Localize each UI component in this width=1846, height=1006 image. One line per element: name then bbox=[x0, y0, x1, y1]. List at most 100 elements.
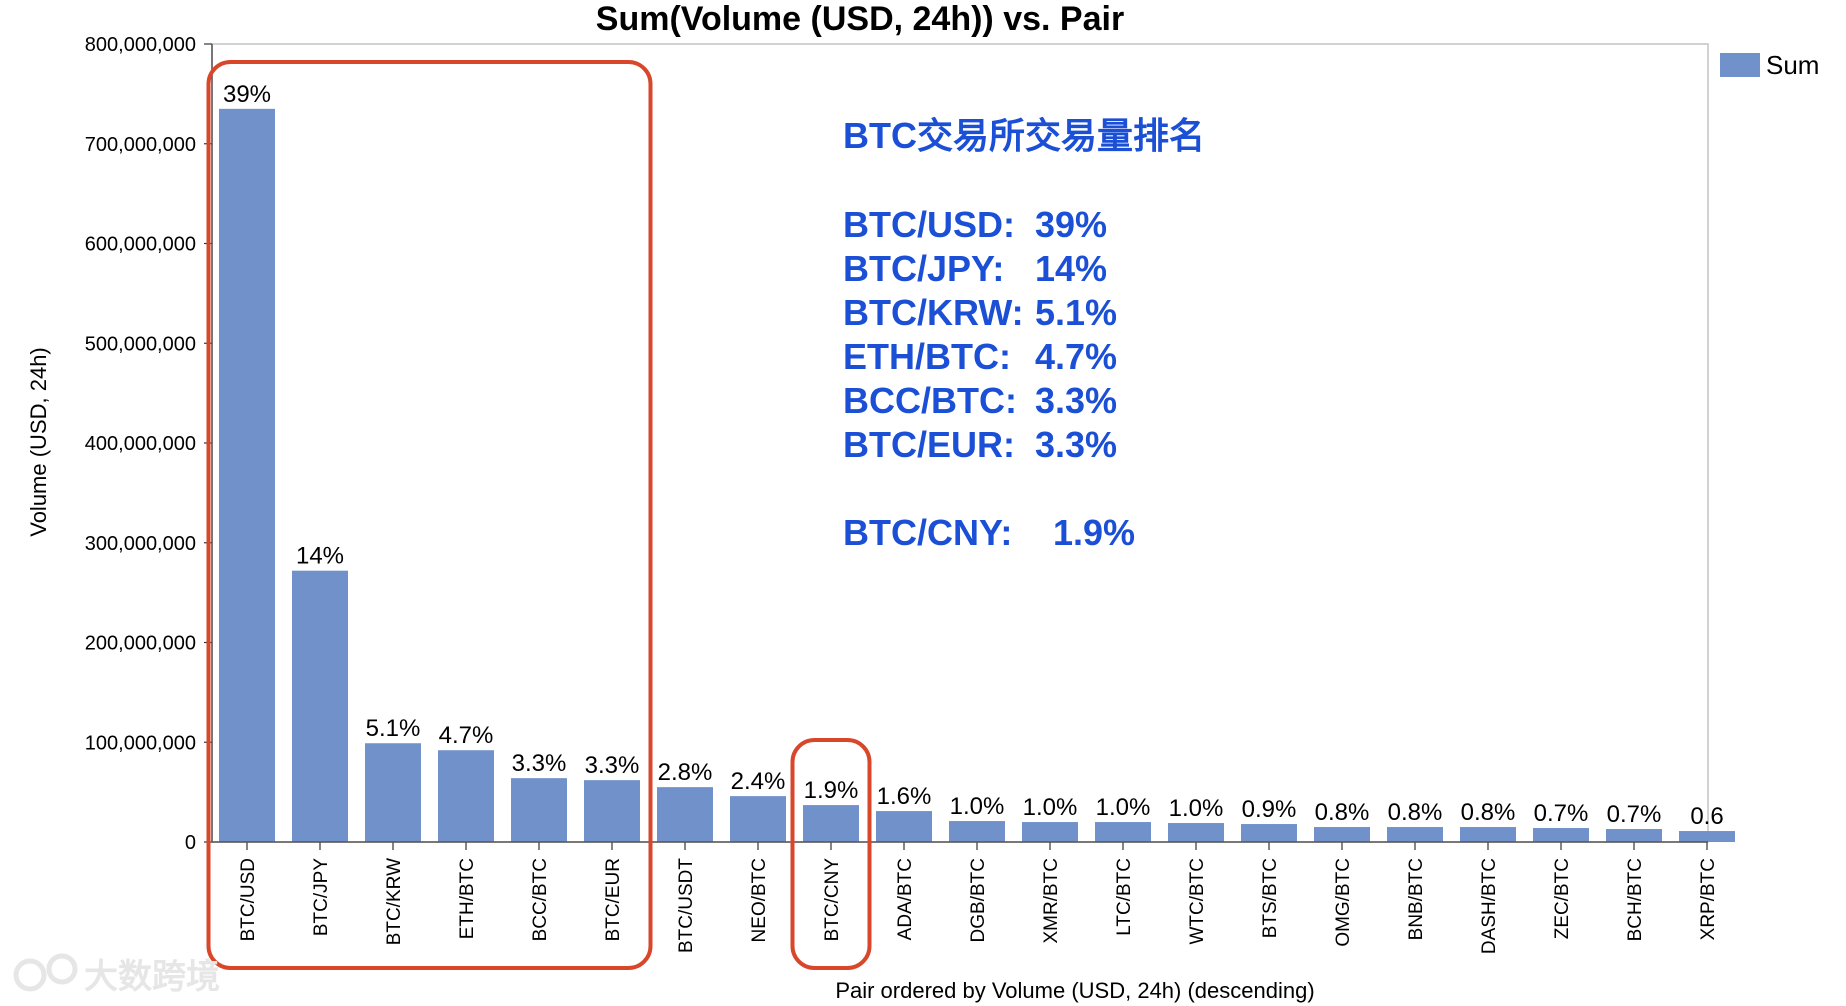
bar-data-label: 0.7% bbox=[1534, 800, 1589, 827]
bar-data-label: 1.0% bbox=[1169, 795, 1224, 822]
bar bbox=[1095, 822, 1151, 842]
bar-data-label: 0.9% bbox=[1242, 796, 1297, 823]
bar bbox=[949, 821, 1005, 842]
annotation-share: 14% bbox=[1035, 248, 1107, 289]
bar-data-label: 1.0% bbox=[1023, 794, 1078, 821]
x-tick-label: BTC/CNY bbox=[822, 858, 843, 942]
x-tick-label: BCC/BTC bbox=[530, 858, 551, 941]
legend-label: Sum bbox=[1766, 50, 1819, 80]
y-axis-label: Volume (USD, 24h) bbox=[26, 347, 51, 537]
x-tick-label: XMR/BTC bbox=[1041, 858, 1062, 944]
x-tick-label: LTC/BTC bbox=[1114, 858, 1135, 936]
x-tick-label: DASH/BTC bbox=[1479, 858, 1500, 954]
x-tick-label: ZEC/BTC bbox=[1552, 858, 1573, 939]
x-tick-label: BTS/BTC bbox=[1260, 858, 1281, 938]
x-tick-label: BNB/BTC bbox=[1406, 858, 1427, 940]
bar-data-label: 2.4% bbox=[731, 768, 786, 795]
x-tick-label: BTC/USDT bbox=[676, 858, 697, 953]
x-tick-label: OMG/BTC bbox=[1333, 858, 1354, 947]
annotation-pair: BTC/CNY: bbox=[843, 512, 1012, 553]
x-tick-label: DGB/BTC bbox=[968, 858, 989, 942]
bar-data-label: 0.6 bbox=[1690, 803, 1723, 830]
bar bbox=[657, 787, 713, 842]
bar bbox=[1168, 823, 1224, 842]
bar bbox=[365, 743, 421, 842]
annotation-pair: BCC/BTC: bbox=[843, 380, 1017, 421]
y-tick-label: 500,000,000 bbox=[85, 333, 196, 355]
annotation-share: 39% bbox=[1035, 204, 1107, 245]
bar-data-label: 3.3% bbox=[512, 750, 567, 777]
bar-data-label: 0.8% bbox=[1388, 799, 1443, 826]
y-tick-label: 100,000,000 bbox=[85, 732, 196, 754]
bar-data-label: 1.0% bbox=[950, 793, 1005, 820]
annotation-share: 3.3% bbox=[1035, 424, 1117, 465]
bar bbox=[1460, 827, 1516, 842]
x-tick-label: WTC/BTC bbox=[1187, 858, 1208, 945]
bar-data-label: 0.7% bbox=[1607, 801, 1662, 828]
bar-data-label: 0.8% bbox=[1315, 799, 1370, 826]
bar bbox=[1533, 828, 1589, 842]
bar bbox=[438, 750, 494, 842]
annotation-pair: BTC/EUR: bbox=[843, 424, 1015, 465]
watermark-text: 大数跨境 bbox=[84, 957, 220, 997]
y-tick-label: 0 bbox=[185, 832, 196, 854]
bar-data-label: 3.3% bbox=[585, 752, 640, 779]
bar-data-label: 1.0% bbox=[1096, 794, 1151, 821]
watermark-logo-icon bbox=[46, 953, 78, 985]
y-tick-label: 800,000,000 bbox=[85, 34, 196, 56]
bar-data-label: 1.6% bbox=[877, 783, 932, 810]
legend: Sum bbox=[1720, 50, 1819, 80]
bar bbox=[292, 570, 348, 842]
y-tick-label: 300,000,000 bbox=[85, 533, 196, 555]
y-tick-label: 200,000,000 bbox=[85, 633, 196, 655]
chart-title: Sum(Volume (USD, 24h)) vs. Pair bbox=[596, 0, 1124, 38]
x-tick-label: BTC/KRW bbox=[384, 858, 405, 945]
bar bbox=[730, 796, 786, 842]
y-tick-label: 600,000,000 bbox=[85, 234, 196, 256]
x-tick-label: ADA/BTC bbox=[895, 858, 916, 940]
bar-data-label: 39% bbox=[223, 81, 271, 108]
x-tick-label: ETH/BTC bbox=[457, 858, 478, 939]
highlight-box bbox=[206, 60, 653, 970]
bar bbox=[876, 811, 932, 842]
bar bbox=[1314, 827, 1370, 842]
x-tick-label: NEO/BTC bbox=[749, 858, 770, 942]
annotation-pair: BTC/JPY: bbox=[843, 248, 1004, 289]
bar bbox=[1022, 822, 1078, 842]
annotation-pair: BTC/USD: bbox=[843, 204, 1015, 245]
x-tick-label: BTC/USD bbox=[238, 858, 259, 941]
bar bbox=[511, 778, 567, 842]
x-tick-label: BTC/JPY bbox=[311, 858, 332, 936]
bar-data-label: 2.8% bbox=[658, 759, 713, 786]
x-tick-label: BTC/EUR bbox=[603, 858, 624, 941]
bar-data-label: 5.1% bbox=[366, 715, 421, 742]
bar-data-label: 14% bbox=[296, 543, 344, 570]
x-axis-label: Pair ordered by Volume (USD, 24h) (desce… bbox=[835, 978, 1314, 1003]
y-tick-label: 400,000,000 bbox=[85, 433, 196, 455]
annotation-pair: ETH/BTC: bbox=[843, 336, 1011, 377]
bar-data-label: 4.7% bbox=[439, 722, 494, 749]
annotation-block: BTC交易所交易量排名 BTC/USD: 39% BTC/JPY: 14% BTC/KRW… bbox=[843, 115, 1205, 553]
x-tick-label: XRP/BTC bbox=[1698, 858, 1719, 940]
annotation-share: 4.7% bbox=[1035, 336, 1117, 377]
annotation-heading: BTC交易所交易量排名 bbox=[843, 115, 1205, 156]
bar bbox=[1679, 831, 1735, 842]
bar bbox=[1241, 824, 1297, 842]
annotation-share: 3.3% bbox=[1035, 380, 1117, 421]
watermark: 大数跨境 bbox=[13, 953, 220, 997]
bar bbox=[803, 805, 859, 842]
bar bbox=[219, 108, 275, 842]
x-tick-label: BCH/BTC bbox=[1625, 858, 1646, 941]
highlight-box bbox=[790, 738, 872, 970]
annotation-share: 1.9% bbox=[1053, 512, 1135, 553]
bar bbox=[1606, 829, 1662, 842]
y-tick-label: 700,000,000 bbox=[85, 134, 196, 156]
bar bbox=[584, 780, 640, 842]
watermark-logo-icon bbox=[13, 958, 47, 992]
legend-swatch bbox=[1720, 53, 1760, 77]
annotation-share: 5.1% bbox=[1035, 292, 1117, 333]
bar-data-label: 1.9% bbox=[804, 777, 859, 804]
bar-data-label: 0.8% bbox=[1461, 799, 1516, 826]
